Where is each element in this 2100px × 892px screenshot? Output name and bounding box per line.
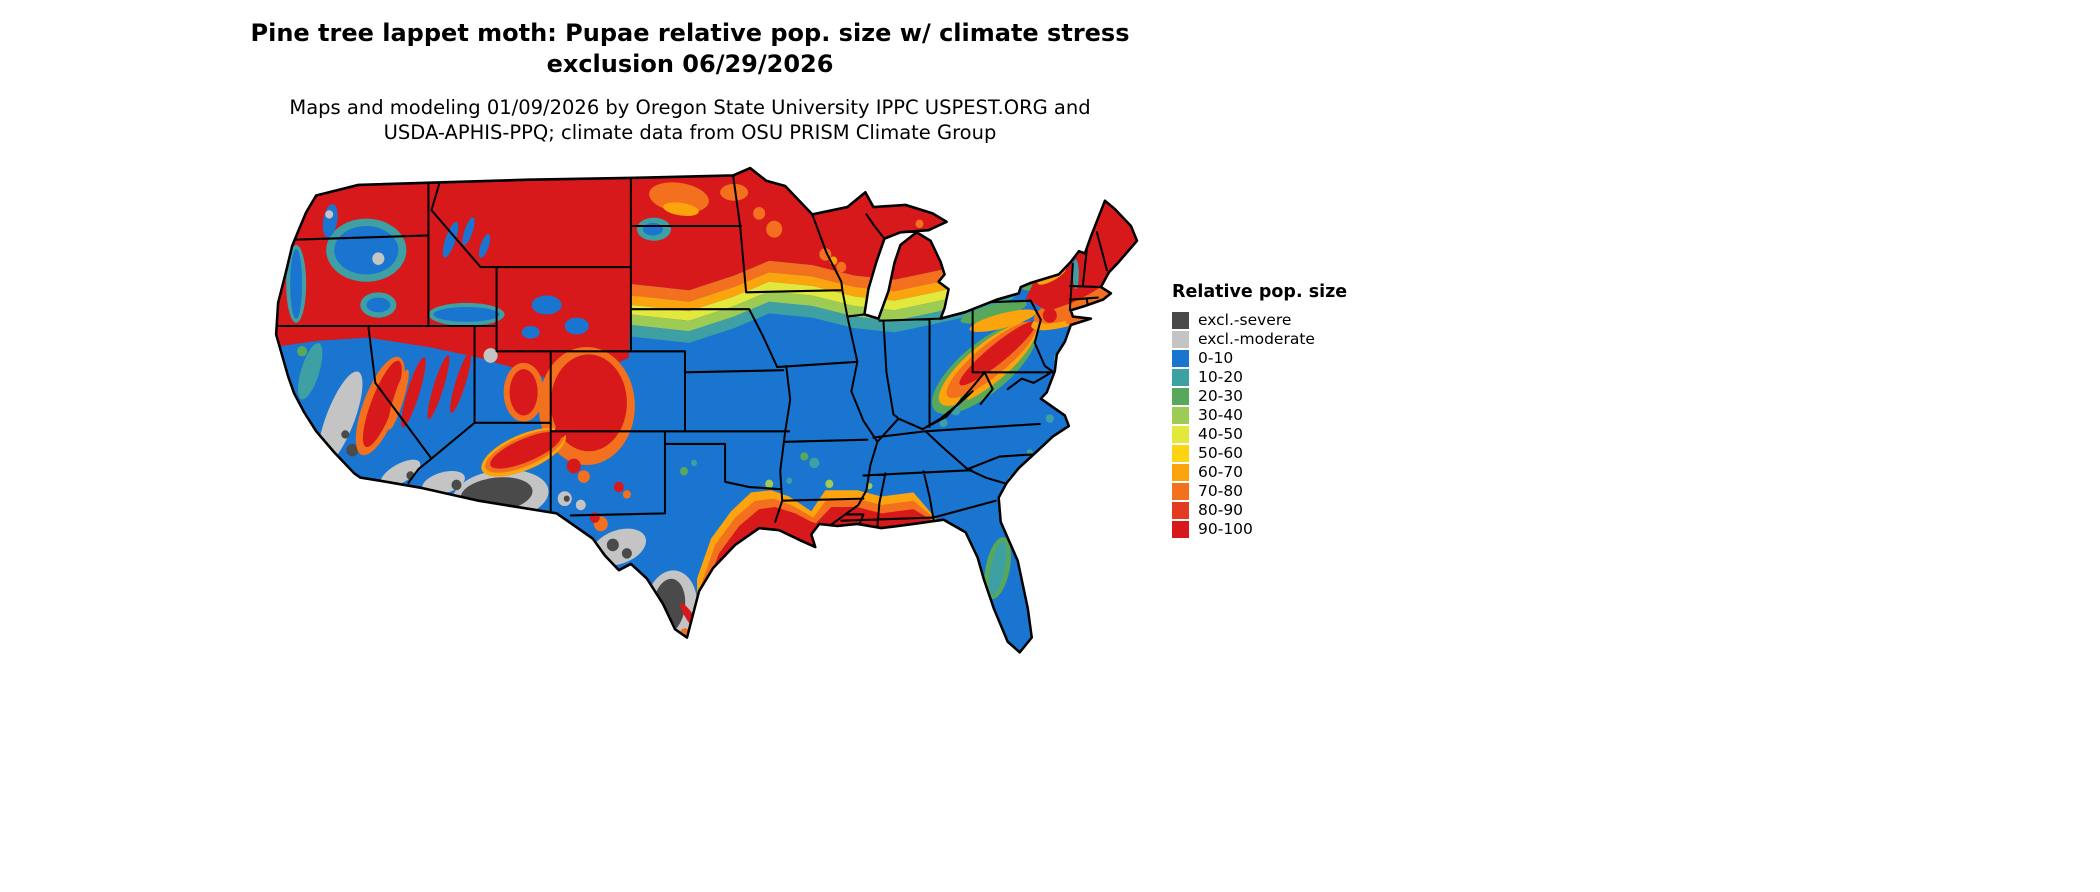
legend-swatch [1172,331,1189,348]
legend-item-excl-severe: excl.-severe [1172,311,1392,330]
page-title: Pine tree lappet moth: Pupae relative po… [0,18,1380,80]
legend: Relative pop. size excl.-severe excl.-mo… [1172,282,1392,539]
legend-item-0-10: 0-10 [1172,349,1392,368]
legend-swatch [1172,312,1189,329]
legend-item-10-20: 10-20 [1172,368,1392,387]
legend-label: 50-60 [1198,444,1244,462]
legend-label: 30-40 [1198,406,1244,424]
legend-item-70-80: 70-80 [1172,482,1392,501]
us-map-svg [274,166,1139,654]
legend-item-20-30: 20-30 [1172,387,1392,406]
legend-swatch [1172,464,1189,481]
legend-item-40-50: 40-50 [1172,425,1392,444]
legend-label: 0-10 [1198,349,1234,367]
legend-swatch [1172,388,1189,405]
legend-item-90-100: 90-100 [1172,520,1392,539]
legend-label: 70-80 [1198,482,1244,500]
legend-label: 40-50 [1198,425,1244,443]
legend-label: excl.-moderate [1198,330,1315,348]
legend-label: 10-20 [1198,368,1244,386]
legend-items: excl.-severe excl.-moderate 0-10 10-20 2… [1172,311,1392,539]
page-subtitle: Maps and modeling 01/09/2026 by Oregon S… [0,95,1380,145]
legend-swatch [1172,483,1189,500]
legend-label: 80-90 [1198,501,1244,519]
legend-swatch [1172,369,1189,386]
legend-swatch [1172,426,1189,443]
legend-item-30-40: 30-40 [1172,406,1392,425]
legend-label: 20-30 [1198,387,1244,405]
legend-item-excl-moderate: excl.-moderate [1172,330,1392,349]
title-line-2: exclusion 06/29/2026 [546,50,834,78]
us-outline [274,166,1139,654]
legend-item-50-60: 50-60 [1172,444,1392,463]
legend-title: Relative pop. size [1172,282,1348,302]
legend-label: 60-70 [1198,463,1244,481]
legend-label: 90-100 [1198,520,1253,538]
legend-swatch [1172,521,1189,538]
header: Pine tree lappet moth: Pupae relative po… [0,18,1380,145]
state-borders-layer [276,174,1108,528]
legend-swatch [1172,502,1189,519]
legend-label: excl.-severe [1198,311,1292,329]
legend-item-80-90: 80-90 [1172,501,1392,520]
us-map [228,166,1140,686]
legend-swatch [1172,350,1189,367]
subtitle-line-2: USDA-APHIS-PPQ; climate data from OSU PR… [383,121,997,144]
legend-swatch [1172,407,1189,424]
legend-item-60-70: 60-70 [1172,463,1392,482]
subtitle-line-1: Maps and modeling 01/09/2026 by Oregon S… [289,96,1091,119]
legend-swatch [1172,445,1189,462]
title-line-1: Pine tree lappet moth: Pupae relative po… [250,19,1130,47]
